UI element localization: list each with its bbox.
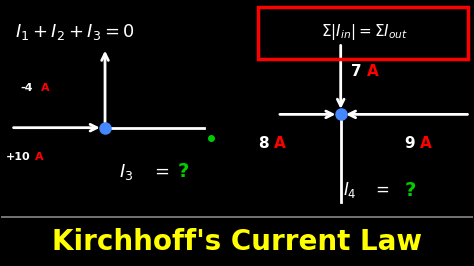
Text: A: A [420, 136, 432, 151]
Text: Kirchhoff's Current Law: Kirchhoff's Current Law [52, 228, 422, 256]
Text: =: = [376, 181, 395, 199]
Text: 9: 9 [404, 136, 415, 151]
Text: +10: +10 [6, 152, 31, 162]
Text: A: A [35, 152, 44, 162]
Text: A: A [41, 83, 50, 93]
Text: $I_3$: $I_3$ [119, 161, 133, 182]
Text: -4: -4 [20, 83, 33, 93]
Text: $\Sigma |I_{in}| = \Sigma I_{out}$: $\Sigma |I_{in}| = \Sigma I_{out}$ [320, 22, 408, 42]
Text: A: A [274, 136, 285, 151]
Text: $I_4$: $I_4$ [343, 180, 356, 200]
Text: A: A [366, 64, 378, 79]
Text: ?: ? [178, 162, 190, 181]
Text: =: = [155, 163, 175, 181]
Text: 8: 8 [258, 136, 269, 151]
Text: $I_1 + I_2 + I_3 = 0$: $I_1 + I_2 + I_3 = 0$ [16, 22, 135, 42]
Text: ?: ? [404, 181, 416, 200]
Text: 7: 7 [351, 64, 362, 79]
